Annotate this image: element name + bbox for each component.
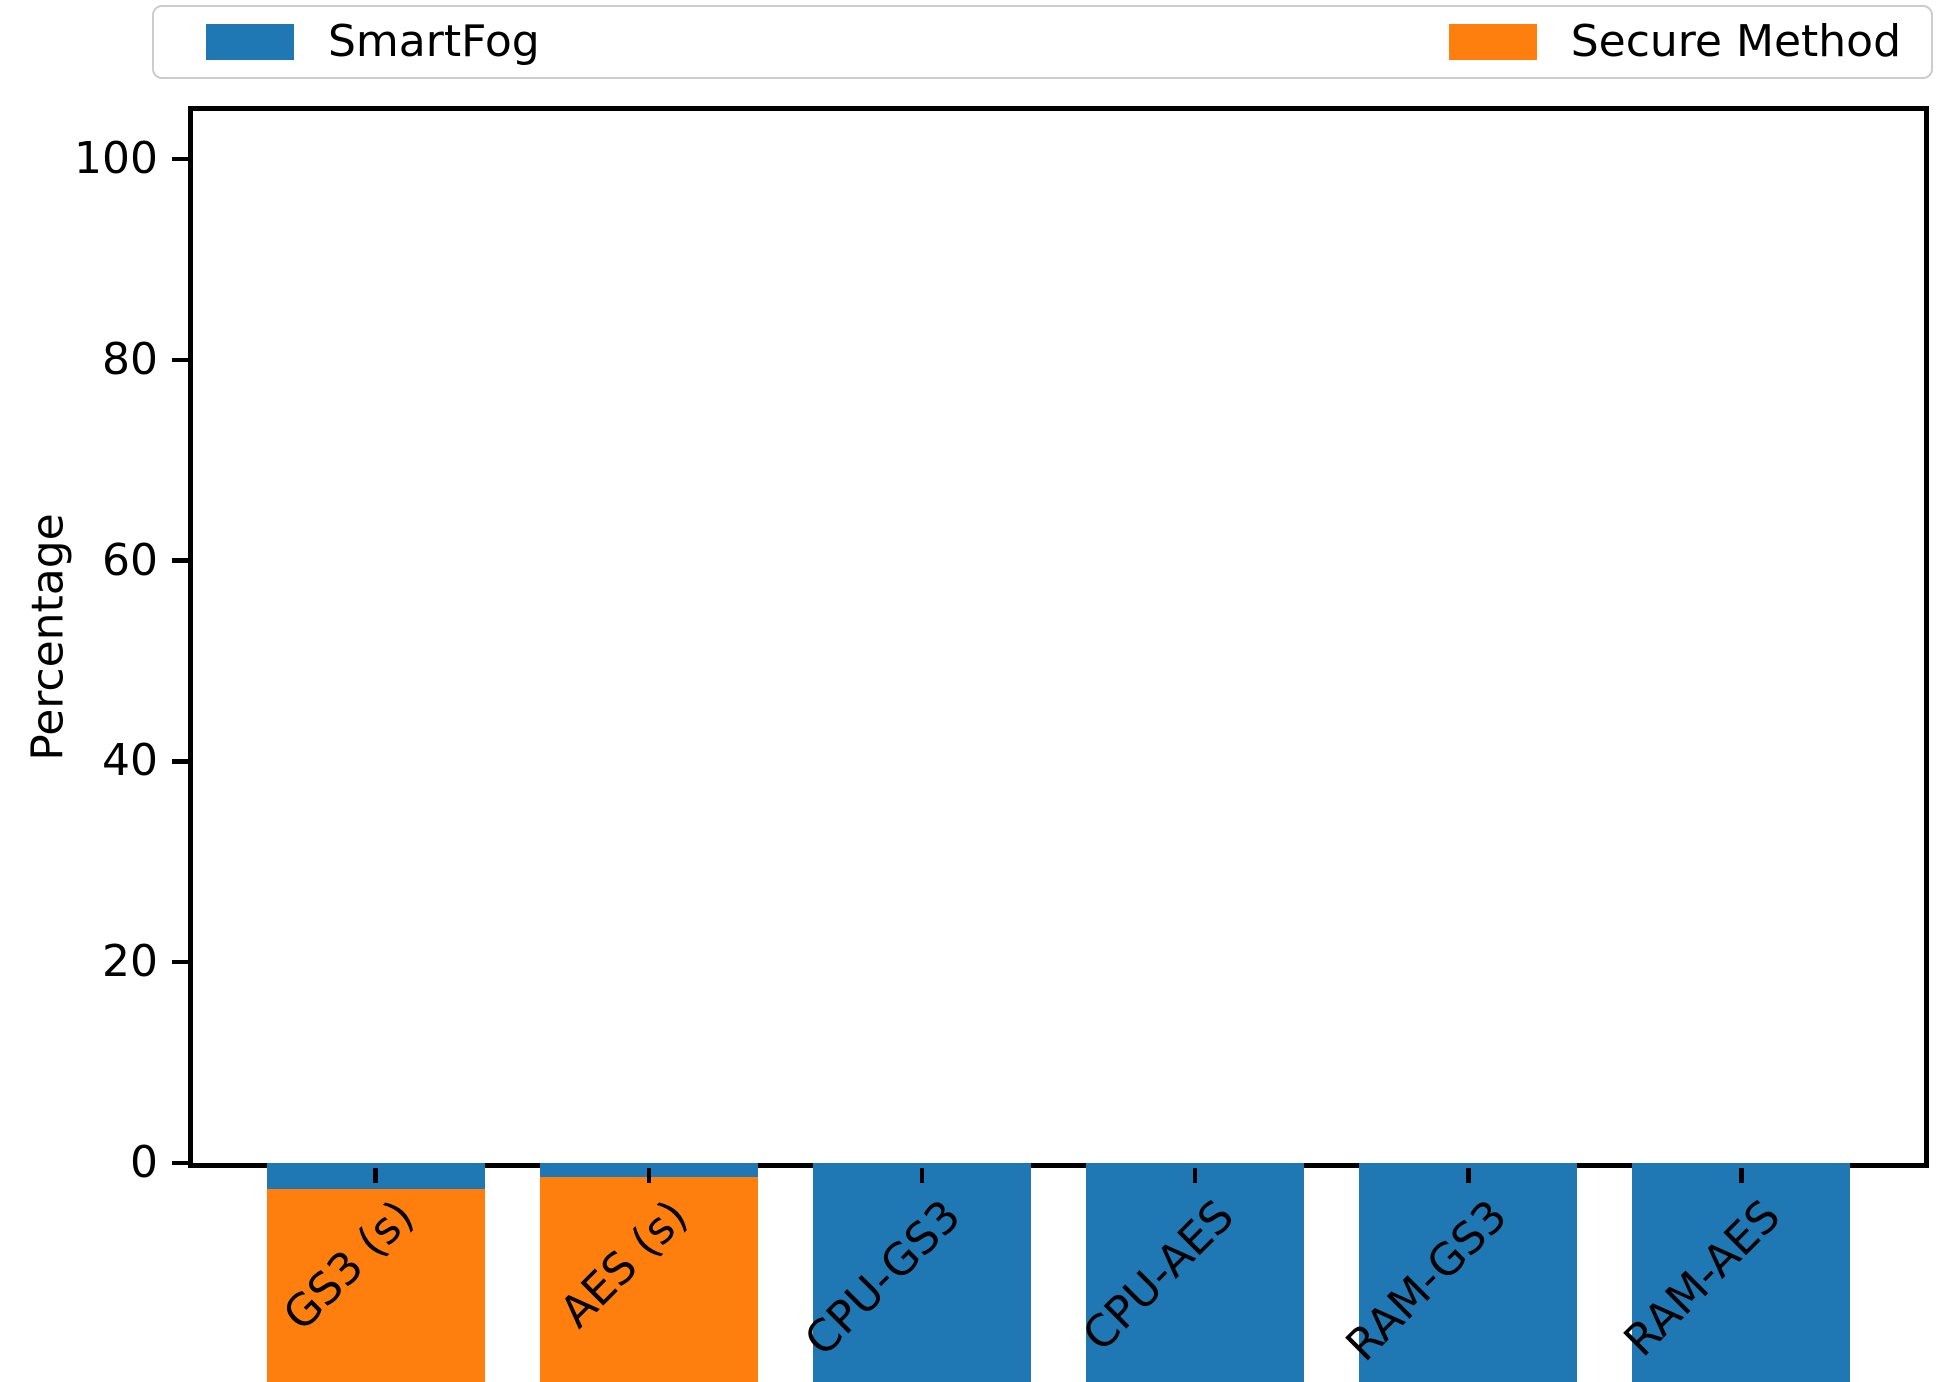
bar-segment-smartfog	[812, 1163, 1031, 1382]
x-tick	[1192, 1168, 1198, 1183]
legend: SmartFog Secure Method	[152, 5, 1933, 79]
smartfog-swatch-icon	[206, 24, 294, 60]
y-tick-label: 100	[74, 133, 158, 184]
y-tick-label: 20	[102, 936, 158, 988]
x-tick	[646, 1168, 651, 1183]
bar-segment-smartfog	[1359, 1163, 1578, 1382]
y-tick	[172, 959, 190, 965]
bar-segment-secure-method	[266, 1189, 485, 1382]
legend-label-smartfog: SmartFog	[328, 16, 540, 67]
y-tick	[172, 759, 190, 764]
legend-label-secure-method: Secure Method	[1570, 16, 1901, 67]
axes-frame	[188, 106, 1929, 1168]
y-tick	[172, 357, 190, 363]
legend-entry-smartfog: SmartFog	[206, 20, 540, 64]
plot-area	[193, 111, 1924, 1382]
y-tick	[172, 156, 190, 162]
y-tick-label: 80	[102, 333, 158, 385]
y-tick-label: 40	[102, 735, 158, 787]
y-tick	[172, 558, 190, 563]
x-tick	[919, 1168, 925, 1183]
x-tick	[1466, 1168, 1471, 1183]
x-tick	[1739, 1168, 1744, 1183]
bar-segment-smartfog	[1632, 1163, 1851, 1382]
bar-segment-secure-method	[539, 1177, 758, 1382]
y-tick	[172, 1160, 190, 1166]
x-tick	[373, 1168, 378, 1183]
y-tick-label: 60	[102, 534, 158, 586]
legend-entry-secure-method: Secure Method	[1448, 16, 1901, 67]
bar-segment-smartfog	[1086, 1163, 1305, 1382]
y-tick-label: 0	[130, 1137, 158, 1188]
secure-method-swatch-icon	[1448, 24, 1537, 60]
